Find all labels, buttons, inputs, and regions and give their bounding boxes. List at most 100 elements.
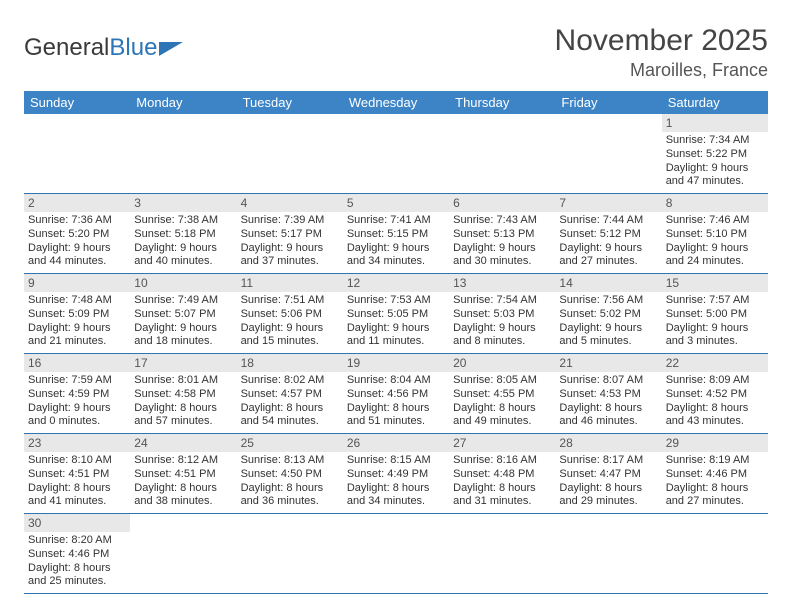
sunrise-line: Sunrise: 8:07 AM [559, 374, 657, 388]
sunrise-line: Sunrise: 7:49 AM [134, 294, 232, 308]
day-number: 17 [130, 354, 236, 372]
day-body: Sunrise: 7:48 AMSunset: 5:09 PMDaylight:… [24, 292, 130, 353]
sunset-line: Sunset: 4:51 PM [28, 468, 126, 482]
sunrise-line: Sunrise: 7:39 AM [241, 214, 339, 228]
sunset-line: Sunset: 5:09 PM [28, 308, 126, 322]
sunrise-line: Sunrise: 7:46 AM [666, 214, 764, 228]
day-number: 22 [662, 354, 768, 372]
daylight-line: Daylight: 8 hours and 34 minutes. [347, 482, 445, 510]
calendar-cell: 9Sunrise: 7:48 AMSunset: 5:09 PMDaylight… [24, 274, 130, 354]
day-body: Sunrise: 7:56 AMSunset: 5:02 PMDaylight:… [555, 292, 661, 353]
sunset-line: Sunset: 5:18 PM [134, 228, 232, 242]
sunset-line: Sunset: 5:15 PM [347, 228, 445, 242]
sunrise-line: Sunrise: 7:53 AM [347, 294, 445, 308]
day-number: 18 [237, 354, 343, 372]
calendar-cell: 3 Sunrise: 7:38 AMSunset: 5:18 PMDaylight… [130, 194, 236, 274]
day-body: Sunrise: 7:41 AMSunset: 5:15 PMDaylight:… [343, 212, 449, 273]
day-number: 8 [662, 194, 768, 212]
day-number: 28 [555, 434, 661, 452]
calendar-cell [662, 514, 768, 594]
calendar-cell [449, 514, 555, 594]
calendar-cell [555, 114, 661, 194]
day-body: Sunrise: 7:57 AMSunset: 5:00 PMDaylight:… [662, 292, 768, 353]
sunset-line: Sunset: 5:22 PM [666, 148, 764, 162]
day-body: Sunrise: 8:10 AMSunset: 4:51 PMDaylight:… [24, 452, 130, 513]
daylight-line: Daylight: 8 hours and 54 minutes. [241, 402, 339, 430]
sunset-line: Sunset: 4:48 PM [453, 468, 551, 482]
daylight-line: Daylight: 8 hours and 31 minutes. [453, 482, 551, 510]
day-number: 30 [24, 514, 130, 532]
day-number: 27 [449, 434, 555, 452]
sunset-line: Sunset: 4:51 PM [134, 468, 232, 482]
sunset-line: Sunset: 4:46 PM [28, 548, 126, 562]
day-number: 15 [662, 274, 768, 292]
sunrise-line: Sunrise: 8:20 AM [28, 534, 126, 548]
day-number: 14 [555, 274, 661, 292]
daylight-line: Daylight: 8 hours and 41 minutes. [28, 482, 126, 510]
day-body: Sunrise: 7:34 AMSunset: 5:22 PMDaylight:… [662, 132, 768, 193]
day-body: Sunrise: 7:53 AMSunset: 5:05 PMDaylight:… [343, 292, 449, 353]
calendar-cell: 19Sunrise: 8:04 AMSunset: 4:56 PMDayligh… [343, 354, 449, 434]
calendar-cell: 20Sunrise: 8:05 AMSunset: 4:55 PMDayligh… [449, 354, 555, 434]
daylight-line: Daylight: 9 hours and 8 minutes. [453, 322, 551, 350]
daylight-line: Daylight: 9 hours and 47 minutes. [666, 162, 764, 190]
day-body: Sunrise: 8:19 AMSunset: 4:46 PMDaylight:… [662, 452, 768, 513]
daylight-line: Daylight: 8 hours and 25 minutes. [28, 562, 126, 590]
daylight-line: Daylight: 8 hours and 36 minutes. [241, 482, 339, 510]
daylight-line: Daylight: 9 hours and 0 minutes. [28, 402, 126, 430]
day-number: 26 [343, 434, 449, 452]
daylight-line: Daylight: 8 hours and 49 minutes. [453, 402, 551, 430]
sunrise-line: Sunrise: 8:01 AM [134, 374, 232, 388]
sunset-line: Sunset: 5:07 PM [134, 308, 232, 322]
sunset-line: Sunset: 5:20 PM [28, 228, 126, 242]
calendar-cell [343, 514, 449, 594]
sunset-line: Sunset: 4:57 PM [241, 388, 339, 402]
sunrise-line: Sunrise: 7:36 AM [28, 214, 126, 228]
sunrise-line: Sunrise: 8:13 AM [241, 454, 339, 468]
daylight-line: Daylight: 9 hours and 40 minutes. [134, 242, 232, 270]
sunset-line: Sunset: 5:05 PM [347, 308, 445, 322]
sunset-line: Sunset: 4:56 PM [347, 388, 445, 402]
day-number: 7 [555, 194, 661, 212]
sunrise-line: Sunrise: 8:04 AM [347, 374, 445, 388]
day-number: 23 [24, 434, 130, 452]
sunset-line: Sunset: 5:12 PM [559, 228, 657, 242]
sunrise-line: Sunrise: 7:44 AM [559, 214, 657, 228]
day-body: Sunrise: 7:49 AMSunset: 5:07 PMDaylight:… [130, 292, 236, 353]
day-body: Sunrise: 8:20 AMSunset: 4:46 PMDaylight:… [24, 532, 130, 593]
calendar-cell: 14Sunrise: 7:56 AMSunset: 5:02 PMDayligh… [555, 274, 661, 354]
sunset-line: Sunset: 5:02 PM [559, 308, 657, 322]
weekday-header: Tuesday [237, 91, 343, 114]
sunrise-line: Sunrise: 7:38 AM [134, 214, 232, 228]
day-body: Sunrise: 7:54 AMSunset: 5:03 PMDaylight:… [449, 292, 555, 353]
day-number: 10 [130, 274, 236, 292]
sunset-line: Sunset: 4:52 PM [666, 388, 764, 402]
sunrise-line: Sunrise: 8:19 AM [666, 454, 764, 468]
calendar-cell: 7Sunrise: 7:44 AMSunset: 5:12 PMDaylight… [555, 194, 661, 274]
calendar-cell [449, 114, 555, 194]
calendar-cell: 4Sunrise: 7:39 AMSunset: 5:17 PMDaylight… [237, 194, 343, 274]
weekday-header: Friday [555, 91, 661, 114]
day-number: 4 [237, 194, 343, 212]
sunrise-line: Sunrise: 7:41 AM [347, 214, 445, 228]
day-number: 3 [130, 194, 236, 212]
calendar-cell [237, 514, 343, 594]
day-number: 6 [449, 194, 555, 212]
day-body: Sunrise: 8:13 AMSunset: 4:50 PMDaylight:… [237, 452, 343, 513]
calendar-cell: 18Sunrise: 8:02 AMSunset: 4:57 PMDayligh… [237, 354, 343, 434]
calendar-cell: 17Sunrise: 8:01 AMSunset: 4:58 PMDayligh… [130, 354, 236, 434]
daylight-line: Daylight: 8 hours and 27 minutes. [666, 482, 764, 510]
day-body: Sunrise: 7:39 AMSunset: 5:17 PMDaylight:… [237, 212, 343, 273]
day-body: Sunrise: 8:17 AMSunset: 4:47 PMDaylight:… [555, 452, 661, 513]
daylight-line: Daylight: 8 hours and 38 minutes. [134, 482, 232, 510]
sunset-line: Sunset: 5:00 PM [666, 308, 764, 322]
sunset-line: Sunset: 5:13 PM [453, 228, 551, 242]
calendar-cell: 10Sunrise: 7:49 AMSunset: 5:07 PMDayligh… [130, 274, 236, 354]
day-number: 11 [237, 274, 343, 292]
day-number: 20 [449, 354, 555, 372]
daylight-line: Daylight: 9 hours and 11 minutes. [347, 322, 445, 350]
daylight-line: Daylight: 8 hours and 46 minutes. [559, 402, 657, 430]
calendar-cell: 28Sunrise: 8:17 AMSunset: 4:47 PMDayligh… [555, 434, 661, 514]
day-body: Sunrise: 7:59 AMSunset: 4:59 PMDaylight:… [24, 372, 130, 433]
calendar-cell: 21Sunrise: 8:07 AMSunset: 4:53 PMDayligh… [555, 354, 661, 434]
